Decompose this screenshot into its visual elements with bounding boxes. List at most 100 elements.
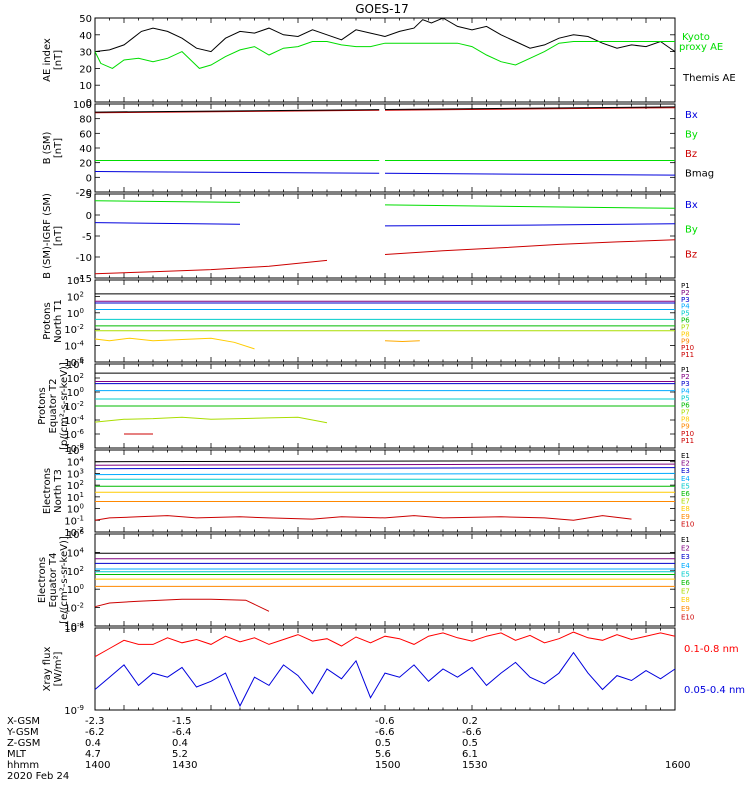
y-axis-label: Xray flux[W/m²] <box>42 647 64 692</box>
y-tick-label: -20 <box>76 188 92 199</box>
footer-date: 2020 Feb 24 <box>7 771 69 782</box>
legend-entry: P11 <box>681 437 694 445</box>
legend-entry: P11 <box>681 351 694 359</box>
footer-value: -6.6 <box>375 727 395 738</box>
footer-row-label: X-GSM <box>7 716 40 727</box>
series-bmag <box>384 106 676 110</box>
legend-entry: Bx <box>685 200 698 211</box>
series-p9 <box>384 340 420 343</box>
legend-entry: P5 <box>681 310 690 318</box>
footer-value: 4.7 <box>85 749 101 760</box>
footer-value: 0.5 <box>375 738 391 749</box>
y-tick-label: 40 <box>79 31 92 42</box>
legend-entry: E3 <box>681 553 690 561</box>
y-tick-label: 10-8 <box>64 622 84 635</box>
ephemeris-footer: X-GSM -2.3 -1.5 -0.6 0.2 Y-GSM -6.2 -6.4 -6.6 -6.… <box>6 716 690 782</box>
footer-value: -6.4 <box>172 727 192 738</box>
legend-entry: P2 <box>681 373 690 381</box>
series-e1 <box>94 460 676 463</box>
footer-value: 1400 <box>85 760 110 771</box>
legend-entry: proxy AE <box>679 42 723 53</box>
legend-entry: E10 <box>681 613 694 621</box>
legend-entry: E5 <box>681 570 690 578</box>
legend-entry: P2 <box>681 289 690 297</box>
legend-entry: P1 <box>681 366 690 374</box>
legend-entry: E4 <box>681 562 690 570</box>
y-tick-label: 5 <box>86 190 92 201</box>
footer-row-label: MLT <box>7 749 27 760</box>
footer-value: 5.6 <box>375 749 391 760</box>
legend-entry: E7 <box>681 498 690 506</box>
footer-value: -1.5 <box>172 716 192 727</box>
y-tick-label: 40 <box>79 144 92 155</box>
y-axis-label: ProtonsEquator T2[p/(cm²-s-sr-keV)] <box>37 362 70 450</box>
legend-entry: P9 <box>681 337 690 345</box>
series-bx <box>384 172 676 176</box>
y-tick-label: 0 <box>86 98 92 109</box>
series-bx <box>94 171 380 174</box>
legend-entry: P6 <box>681 317 690 325</box>
footer-value: -6.6 <box>462 727 482 738</box>
footer-value: 1600 <box>665 760 690 771</box>
footer-value: 0.4 <box>85 738 101 749</box>
y-tick-label: -10 <box>76 253 92 264</box>
y-tick-label: 50 <box>79 14 92 25</box>
footer-value: 1430 <box>172 760 197 771</box>
legend-entry: Kyoto <box>682 32 710 43</box>
legend-entry: E10 <box>681 520 694 528</box>
series-kyoto-proxy-ae <box>94 41 675 69</box>
panel-frame <box>94 279 676 363</box>
series-bz <box>94 259 328 275</box>
legend-entry: By <box>685 130 698 141</box>
series-e3 <box>94 467 676 470</box>
footer-row-label: hhmm <box>7 760 39 771</box>
legend-entry: E3 <box>681 467 690 475</box>
y-tick-label: 0 <box>86 211 92 222</box>
y-tick-label: 100 <box>67 307 84 320</box>
series-bz <box>94 109 380 114</box>
y-axis-label: B (SM)[nT] <box>42 131 64 164</box>
legend-entry: 0.1-0.8 nm <box>684 644 739 655</box>
legend-entry: P4 <box>681 303 690 311</box>
footer-value: -0.6 <box>375 716 395 727</box>
legend-entry: 0.05-0.4 nm <box>684 685 745 696</box>
footer-row-label: Y-GSM <box>6 727 39 738</box>
legend-entry: P9 <box>681 423 690 431</box>
footer-value: 0.4 <box>172 738 188 749</box>
footer-value: 0.5 <box>462 738 478 749</box>
y-tick-label: 20 <box>79 159 92 170</box>
series-themis-ae <box>94 17 676 53</box>
legend-entry: P1 <box>681 282 690 290</box>
y-tick-label: 30 <box>79 48 92 59</box>
y-tick-label: 104 <box>67 274 85 287</box>
panel-frame <box>94 449 676 533</box>
legend-entry: E7 <box>681 588 690 596</box>
panel-2: -20 0 20 40 60 80 100 B (SM)[nT] Bx By Bz Bmag <box>42 100 714 199</box>
series-e9 <box>94 598 270 612</box>
series-0-1-0-8-nm <box>94 631 676 658</box>
series-bz <box>384 107 676 111</box>
series-by <box>384 223 676 227</box>
legend-entry: P4 <box>681 387 690 395</box>
y-axis-label: ElectronsEquator T4[e/(cm²-s-sr-keV)] <box>37 536 70 624</box>
legend-entry: E6 <box>681 490 690 498</box>
y-tick-label: 10 <box>79 81 92 92</box>
legend-entry: Bmag <box>685 169 714 180</box>
footer-value: 1530 <box>462 760 487 771</box>
y-axis-label: ProtonsNorth T1 <box>42 299 64 343</box>
y-tick-label: -5 <box>82 232 92 243</box>
footer-value: 1500 <box>375 760 400 771</box>
footer-value: 0.2 <box>462 716 478 727</box>
legend-entry: E5 <box>681 482 690 490</box>
panel-frame <box>94 193 676 279</box>
legend-entry: P10 <box>681 344 694 352</box>
y-tick-label: 102 <box>67 290 84 303</box>
plot-title: GOES-17 <box>355 2 409 16</box>
legend-entry: P8 <box>681 416 690 424</box>
series-bx <box>94 200 241 203</box>
legend-entry: E1 <box>681 452 690 460</box>
